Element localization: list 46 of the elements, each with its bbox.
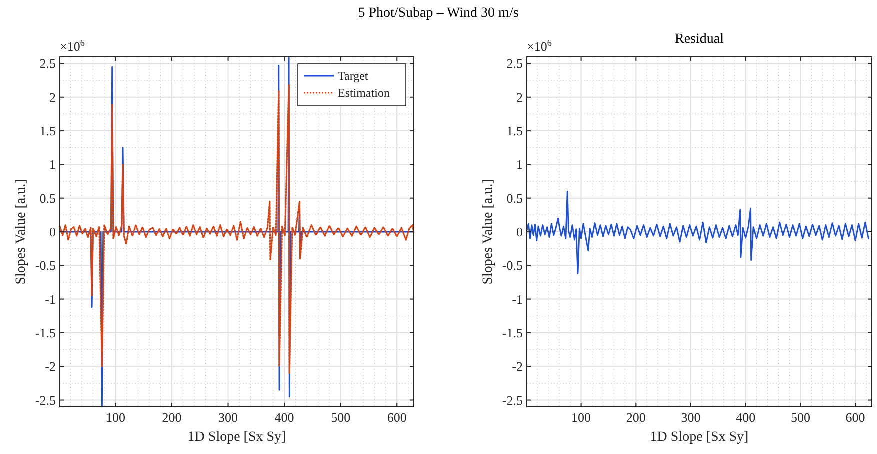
y-tick-label: 1.5 [506,124,523,139]
y-tick-label: -2.5 [502,392,523,408]
x-tick-label: 200 [626,410,646,425]
y-tick-label: -1.5 [502,325,523,340]
x-axis-title: 1D Slope [Sx Sy] [188,430,286,445]
x-tick-label: 300 [681,410,701,425]
y-tick-label: 2 [50,90,56,105]
legend-label: Target [338,69,369,83]
y-tick-label: 1.5 [40,124,56,139]
x-tick-label: 500 [790,410,810,425]
y-tick-label: 0.5 [506,190,523,206]
y-axis-title: Slopes Value [a.u.] [14,179,29,285]
y-tick-label: 1 [50,157,56,172]
y-axis-title: Slopes Value [a.u.] [481,179,496,285]
y-tick-label: -2 [512,359,523,374]
y-tick-label: -2.5 [35,392,56,408]
line-series [59,84,415,374]
y-tick-label: 0.5 [40,190,56,206]
y-tick-label: -1 [45,292,56,307]
x-tick-label: 400 [274,410,294,425]
y-tick-label: -1.5 [35,325,56,340]
x-tick-label: 100 [572,410,592,425]
y-tick-label: -1 [512,292,523,307]
chart-title: Residual [675,32,724,47]
y-tick-label: 2.5 [40,56,56,72]
x-tick-label: 500 [331,410,351,425]
y-tick-label: 0 [50,224,56,240]
x-axis-title: 1D Slope [Sx Sy] [650,430,749,445]
x-tick-label: 100 [106,410,126,425]
x-tick-label: 300 [218,410,238,425]
y-tick-label: 2.5 [506,56,523,72]
legend-label: Estimation [338,86,390,100]
y-tick-label: -0.5 [502,258,523,274]
line-series [526,190,870,274]
x-tick-label: 200 [162,410,182,425]
chart-title: 5 Phot/Subap – Wind 30 m/s [358,6,519,21]
y-tick-label: -0.5 [35,258,56,274]
text: ×10$^{6}$ [527,38,552,54]
y-tick-label: 0 [516,224,523,240]
text: ×10$^{6}$ [60,38,86,54]
x-tick-label: 600 [387,410,407,425]
y-tick-label: 2 [516,90,523,105]
y-tick-label: 1 [516,157,523,172]
x-tick-label: 400 [736,410,756,425]
x-tick-label: 600 [846,410,866,425]
y-tick-label: -2 [45,359,56,374]
